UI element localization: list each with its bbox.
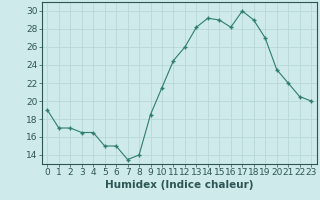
X-axis label: Humidex (Indice chaleur): Humidex (Indice chaleur): [105, 180, 253, 190]
